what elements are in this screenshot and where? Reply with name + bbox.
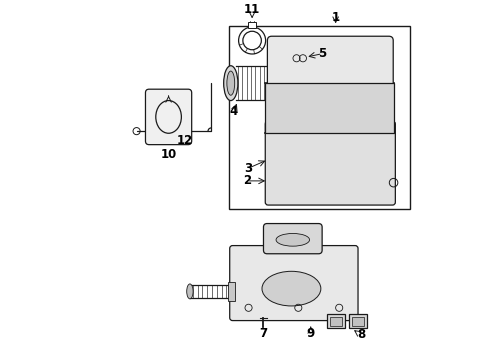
Text: 7: 7 (259, 327, 268, 340)
Text: 12: 12 (176, 134, 193, 147)
Bar (329, 317, 343, 325)
FancyBboxPatch shape (268, 36, 393, 91)
Bar (265, 83, 394, 133)
Text: 4: 4 (229, 105, 238, 118)
Text: 3: 3 (244, 162, 252, 175)
Text: 10: 10 (160, 148, 177, 161)
Bar (349, 314, 368, 328)
Text: 1: 1 (332, 11, 340, 24)
Text: 11: 11 (244, 3, 260, 16)
Text: 2: 2 (243, 174, 251, 188)
FancyBboxPatch shape (230, 246, 358, 320)
Bar (327, 314, 345, 328)
FancyBboxPatch shape (264, 224, 322, 254)
Text: 6: 6 (276, 229, 285, 243)
Bar (228, 282, 235, 301)
Ellipse shape (276, 233, 310, 246)
Text: 9: 9 (307, 327, 315, 340)
Bar (248, 22, 256, 28)
Ellipse shape (227, 71, 235, 95)
Text: 8: 8 (358, 328, 366, 341)
FancyBboxPatch shape (265, 121, 395, 205)
Bar (229, 26, 410, 209)
FancyBboxPatch shape (146, 89, 192, 145)
Ellipse shape (262, 271, 321, 306)
Ellipse shape (187, 284, 193, 299)
Ellipse shape (223, 66, 238, 100)
Text: 5: 5 (318, 47, 327, 60)
Bar (351, 317, 365, 325)
